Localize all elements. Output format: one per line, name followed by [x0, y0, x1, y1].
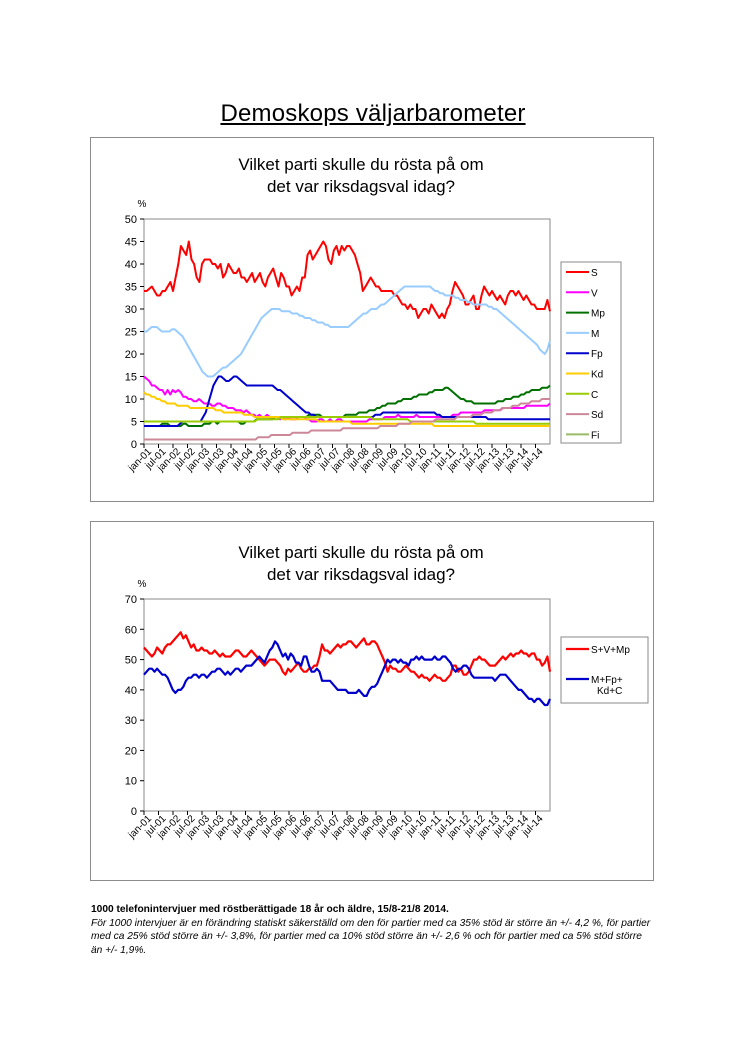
y-tick-label: 0: [131, 806, 137, 818]
y-tick-label: 30: [125, 304, 137, 316]
series-line-s-v-mp: [143, 631, 552, 682]
chart-title-line: Vilket parti skulle du rösta på om: [238, 543, 483, 562]
series-line-c: [144, 416, 550, 425]
series-line-s: [144, 240, 551, 319]
page-title: Demoskops väljarbarometer: [220, 100, 526, 127]
legend-label-s-v-mp: S+V+Mp: [591, 645, 630, 656]
legend-box: [560, 636, 649, 704]
legend-label-m-fp-kd-c: M+Fp+: [591, 675, 623, 686]
chart-panel-parties: Vilket parti skulle du rösta på om det va…: [90, 137, 654, 502]
y-tick-label: 15: [125, 372, 137, 384]
y-tick-label: 30: [125, 715, 137, 727]
y-tick-label: 20: [125, 349, 137, 361]
series-line-kd: [143, 391, 550, 427]
chart-title-line: Vilket parti skulle du rösta på om: [238, 155, 483, 174]
footnote-margin-of-error: För 1000 intervjuer är en förändring sta…: [91, 917, 651, 956]
y-tick-label: 0: [131, 439, 137, 451]
chart-svg-parties: Vilket parti skulle du rösta på om det va…: [125, 155, 622, 474]
y-tick-label: 50: [125, 214, 137, 226]
legend-label-c: C: [591, 390, 598, 401]
legend-label-fi: Fi: [591, 430, 599, 441]
plot-area: [143, 598, 551, 812]
y-tick-label: 25: [125, 327, 137, 339]
y-tick-label: 20: [125, 745, 137, 757]
y-axis-label: %: [138, 199, 147, 210]
chart-title-line: det var riksdagsval idag?: [267, 177, 455, 196]
chart-panel-blocs: Vilket parti skulle du rösta på om det va…: [90, 521, 654, 881]
y-tick-label: 10: [125, 394, 137, 406]
legend-label-m-fp-kd-c: Kd+C: [597, 686, 622, 697]
footnote-method: 1000 telefonintervjuer med röstberättiga…: [91, 904, 449, 915]
y-tick-label: 50: [125, 655, 137, 667]
chart-svg-blocs: Vilket parti skulle du rösta på om det va…: [125, 543, 649, 841]
series-line-fp: [144, 375, 550, 427]
legend-label-s: S: [591, 268, 598, 279]
legend-label-mp: Mp: [591, 309, 605, 320]
y-tick-label: 70: [125, 594, 137, 606]
legend-label-kd: Kd: [591, 370, 603, 381]
y-tick-label: 60: [125, 624, 137, 636]
chart-title-line: det var riksdagsval idag?: [267, 565, 455, 584]
legend-label-m: M: [591, 329, 599, 340]
y-tick-label: 40: [125, 259, 137, 271]
y-tick-label: 5: [131, 417, 137, 429]
legend-label-sd: Sd: [591, 410, 603, 421]
series-line-m: [144, 285, 551, 378]
y-tick-label: 10: [125, 776, 137, 788]
y-tick-label: 45: [125, 237, 137, 249]
y-tick-label: 35: [125, 282, 137, 294]
footnote: 1000 telefonintervjuer med röstberättiga…: [91, 903, 651, 957]
legend-label-v: V: [591, 288, 598, 299]
series-line-sd: [144, 398, 550, 441]
y-axis-label: %: [138, 579, 147, 590]
y-tick-label: 40: [125, 685, 137, 697]
series-line-m-fp-kd-c: [143, 640, 552, 707]
legend-label-fp: Fp: [591, 349, 603, 360]
